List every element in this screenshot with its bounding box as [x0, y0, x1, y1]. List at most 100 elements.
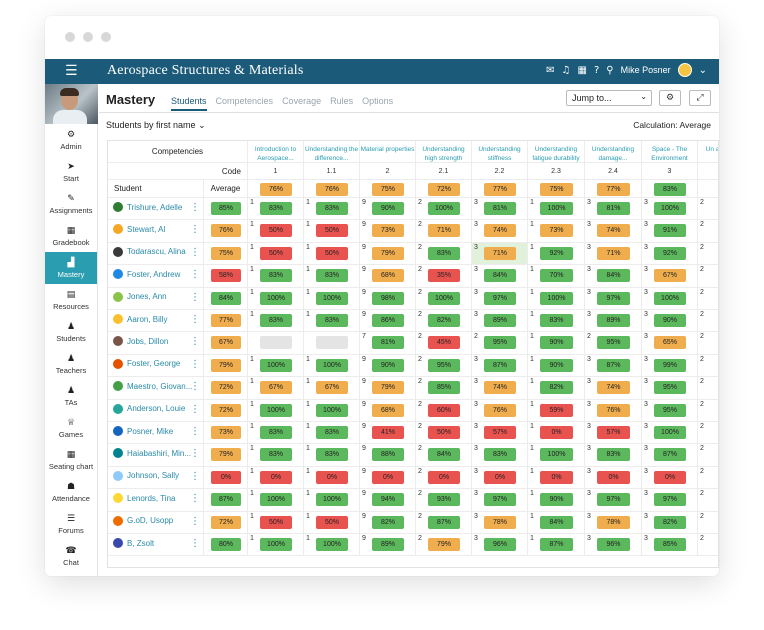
mastery-cell[interactable]: 3 89%	[585, 310, 642, 332]
mastery-cell[interactable]: 2 35%	[416, 265, 472, 287]
mastery-cell[interactable]: 3 87%	[585, 354, 642, 377]
mastery-cell[interactable]: 9 98%	[360, 287, 416, 309]
tab-students[interactable]: Students	[171, 96, 207, 111]
more-options-icon[interactable]: ⋮	[190, 202, 200, 213]
mastery-cell[interactable]: 1 82%	[528, 377, 585, 399]
student-name-link[interactable]: Posner, Mike	[113, 426, 173, 436]
student-name-link[interactable]: Lenords, Tina	[113, 493, 175, 504]
mastery-cell[interactable]: 2	[698, 198, 718, 219]
mastery-cell[interactable]: 1 67%	[248, 377, 304, 399]
more-options-icon[interactable]: ⋮	[190, 336, 200, 348]
competency-header[interactable]: Understanding fatigue durability	[528, 141, 585, 162]
mastery-cell[interactable]: 3 74%	[585, 220, 642, 242]
mastery-cell[interactable]: 2	[698, 377, 718, 398]
sidebar-item-seating-chart[interactable]: ▦ Seating chart	[45, 444, 97, 476]
mastery-cell[interactable]: 2	[698, 355, 718, 376]
mastery-cell[interactable]: 3 76%	[585, 399, 642, 421]
sidebar-item-tas[interactable]: ♟ TAs	[45, 380, 97, 412]
mastery-cell[interactable]: 1 83%	[304, 310, 360, 332]
competency-header[interactable]: Understanding the difference...	[304, 141, 360, 162]
mastery-cell[interactable]: 2	[698, 489, 718, 510]
student-name-link[interactable]: Haiabashiri, Min...	[113, 448, 191, 459]
sidebar-item-gradebook[interactable]: ▦ Gradebook	[45, 220, 97, 252]
mastery-cell[interactable]: 2	[698, 310, 718, 331]
student-name-link[interactable]: Jones, Ann	[113, 291, 167, 302]
mastery-cell[interactable]: 2	[698, 400, 718, 421]
mastery-cell[interactable]: 1 50%	[304, 242, 360, 265]
sidebar-item-games[interactable]: ♕ Games	[45, 412, 97, 444]
mastery-cell[interactable]: 1 100%	[304, 287, 360, 309]
mastery-cell[interactable]: 2	[698, 422, 718, 443]
mastery-cell[interactable]: 2 87%	[416, 511, 472, 533]
mastery-cell[interactable]	[304, 332, 360, 354]
mastery-cell[interactable]: 2 71%	[416, 220, 472, 242]
mastery-cell[interactable]: 2 60%	[416, 399, 472, 421]
mastery-cell[interactable]: 1 0%	[528, 422, 585, 444]
mastery-cell[interactable]: 1 100%	[528, 287, 585, 309]
mastery-cell[interactable]: 3 97%	[472, 489, 528, 511]
student-name-link[interactable]: Stewart, Al	[113, 224, 165, 235]
mastery-cell[interactable]	[248, 332, 304, 354]
mastery-cell[interactable]: 1 50%	[248, 242, 304, 265]
student-name-link[interactable]: G.oD, Usopp	[113, 515, 173, 526]
mastery-cell[interactable]: 3 92%	[642, 242, 698, 265]
mastery-cell[interactable]: 1 83%	[528, 310, 585, 332]
mastery-cell[interactable]: 2 95%	[585, 332, 642, 354]
more-options-icon[interactable]: ⋮	[190, 448, 200, 460]
mastery-cell[interactable]: 2 85%	[416, 377, 472, 399]
mastery-cell[interactable]: 1 100%	[248, 534, 304, 556]
mastery-cell[interactable]: 1 50%	[248, 220, 304, 242]
mastery-cell[interactable]: 2	[698, 288, 718, 309]
mastery-cell[interactable]: 3 67%	[642, 265, 698, 287]
mastery-cell[interactable]: 9 79%	[360, 242, 416, 265]
mastery-cell[interactable]: 3 0%	[585, 466, 642, 489]
mastery-cell[interactable]: 1 83%	[304, 444, 360, 466]
student-name-link[interactable]: Anderson, Louie	[113, 403, 185, 414]
mastery-cell[interactable]: 1 83%	[304, 198, 360, 220]
mastery-cell[interactable]: 3 97%	[642, 489, 698, 511]
competency-header[interactable]: Understanding damage...	[585, 141, 642, 162]
mastery-cell[interactable]: 1 83%	[248, 310, 304, 332]
student-name-link[interactable]: B, Zsolt	[113, 538, 154, 548]
mastery-cell[interactable]: 3 97%	[585, 489, 642, 511]
mastery-cell[interactable]: 1 100%	[248, 287, 304, 309]
calendar-icon[interactable]: ▦	[577, 64, 587, 76]
fullscreen-button[interactable]: ⤢	[689, 90, 711, 106]
mastery-cell[interactable]: 2 84%	[416, 444, 472, 466]
mastery-cell[interactable]: 1 100%	[304, 354, 360, 377]
mail-icon[interactable]: ✉	[546, 64, 555, 76]
mastery-cell[interactable]: 9 79%	[360, 377, 416, 399]
mastery-cell[interactable]: 3 85%	[642, 534, 698, 556]
more-options-icon[interactable]: ⋮	[190, 515, 200, 527]
mastery-cell[interactable]: 1 0%	[248, 466, 304, 489]
sidebar-item-students[interactable]: ♟ Students	[45, 316, 97, 348]
notifications-icon[interactable]: ♫	[561, 64, 571, 76]
mastery-cell[interactable]: 2 93%	[416, 489, 472, 511]
mastery-cell[interactable]: 3 81%	[585, 198, 642, 220]
mastery-cell[interactable]: 3 97%	[472, 287, 528, 309]
student-name-link[interactable]: Todarascu, Alina	[113, 246, 186, 257]
competency-header[interactable]: Un a	[698, 141, 718, 162]
mastery-cell[interactable]: 1 100%	[528, 444, 585, 466]
competency-header[interactable]: Material properties	[360, 141, 416, 162]
mastery-cell[interactable]: 3 95%	[642, 399, 698, 421]
more-options-icon[interactable]: ⋮	[190, 314, 200, 325]
mastery-cell[interactable]: 3 74%	[472, 377, 528, 399]
mastery-cell[interactable]: 3 99%	[642, 354, 698, 377]
sidebar-item-assignments[interactable]: ✎ Assignments	[45, 188, 97, 220]
mastery-cell[interactable]: 1 100%	[304, 534, 360, 556]
mastery-cell[interactable]: 3 95%	[642, 377, 698, 399]
sidebar-item-mastery[interactable]: ▟ Mastery	[45, 252, 97, 284]
student-name-link[interactable]: Aaron, Billy	[113, 314, 167, 324]
more-options-icon[interactable]: ⋮	[190, 246, 200, 258]
more-options-icon[interactable]: ⋮	[190, 358, 200, 370]
mastery-cell[interactable]: 3 0%	[642, 466, 698, 489]
competency-header[interactable]: Introduction to Aerospace...	[248, 141, 304, 162]
mastery-cell[interactable]: 1 90%	[528, 354, 585, 377]
mastery-cell[interactable]: 1 83%	[248, 265, 304, 287]
mastery-cell[interactable]: 3 0%	[472, 466, 528, 489]
mastery-cell[interactable]: 2	[698, 265, 718, 286]
mastery-cell[interactable]: 2 100%	[416, 287, 472, 309]
mastery-cell[interactable]: 1 100%	[528, 198, 585, 220]
mastery-cell[interactable]: 2 0%	[416, 466, 472, 489]
